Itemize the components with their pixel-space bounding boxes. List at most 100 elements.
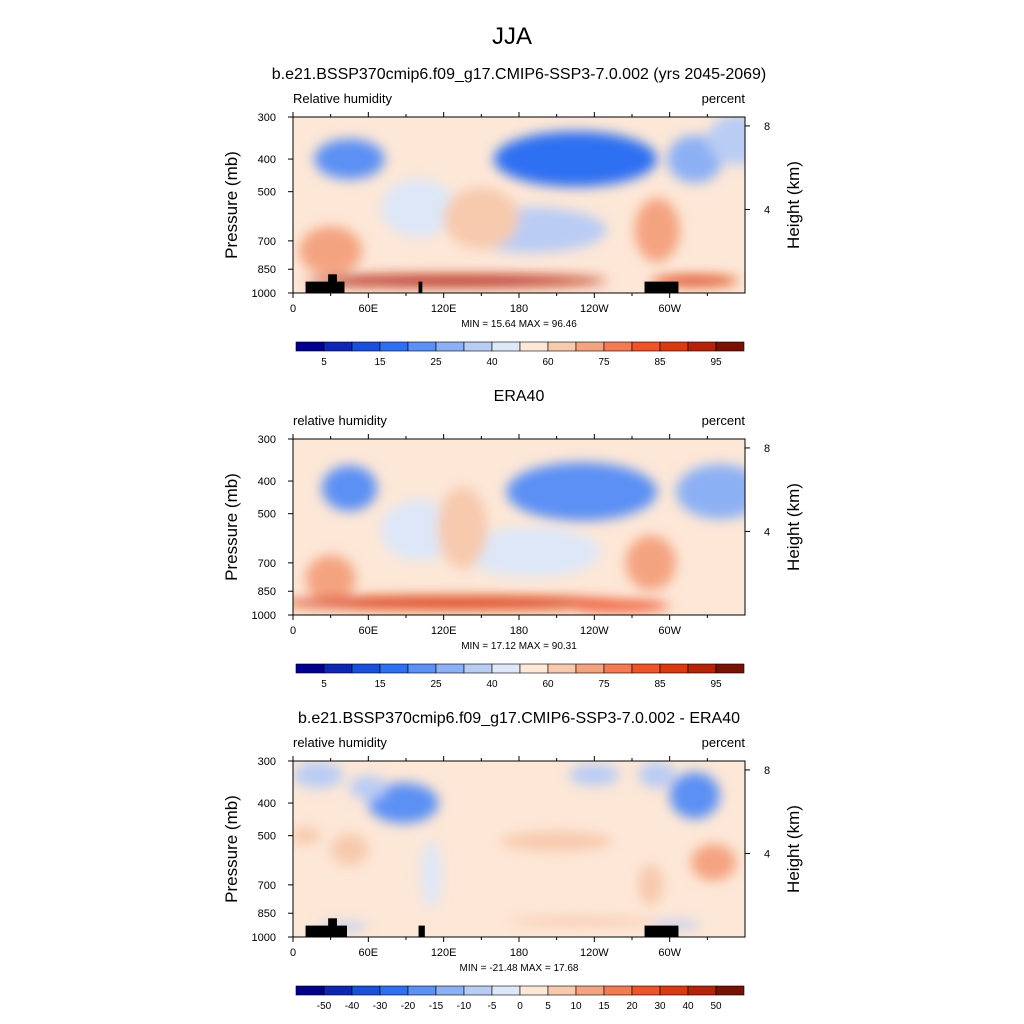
colorbar-swatch [379, 341, 409, 352]
colorbar-swatch [323, 663, 353, 674]
colorbar-swatch [547, 341, 577, 352]
contour-cell [675, 464, 745, 520]
colorbar-swatch [379, 663, 409, 674]
colorbar-swatch [575, 985, 605, 996]
colorbar-label: -20 [401, 1001, 416, 1012]
colorbar-label: -50 [317, 1001, 332, 1012]
topography-mask [644, 925, 679, 937]
contour-cell [437, 486, 488, 569]
colorbar-swatch [715, 663, 745, 674]
topography-mask [305, 925, 347, 937]
colorbar-swatch [603, 985, 633, 996]
topography-mask [644, 281, 679, 293]
colorbar-swatch [435, 341, 465, 352]
contour-cell [305, 555, 356, 603]
colorbar-swatch [603, 663, 633, 674]
y-tick-label: 850 [258, 586, 276, 598]
stats-label: MIN = 17.12 MAX = 90.31 [461, 641, 577, 652]
y-tick-label: 700 [258, 558, 276, 570]
colorbar-swatch [715, 341, 745, 352]
colorbar-swatch [687, 985, 717, 996]
colorbar-swatch [463, 341, 493, 352]
right-tick-label: 8 [764, 443, 770, 455]
colorbar-label: 30 [654, 1001, 666, 1012]
figure-title: JJA [492, 23, 532, 50]
colorbar-swatch [407, 341, 437, 352]
colorbar-label: 10 [570, 1001, 582, 1012]
panel-difference: 0 60E 120E 180 120W 60W300400500700850100084r… [222, 735, 803, 1012]
colorbar-swatch [351, 985, 381, 996]
colorbar-label: 15 [598, 1001, 610, 1012]
colorbar-swatch [575, 663, 605, 674]
contour-cell [380, 499, 457, 561]
y-axis-label-right: Height (km) [784, 483, 803, 571]
contour-cell [569, 600, 670, 612]
x-tick-label: 180 [510, 303, 528, 315]
y-tick-label: 500 [258, 831, 276, 843]
x-tick-label: 60W [658, 625, 681, 637]
right-tick-label: 8 [764, 765, 770, 777]
colorbar-label: -30 [373, 1001, 388, 1012]
y-axis-label-right: Height (km) [784, 161, 803, 249]
contour-cell [330, 833, 369, 866]
x-tick-label: 120E [431, 303, 457, 315]
colorbar-label: 5 [545, 1001, 551, 1012]
units-label: percent [702, 91, 746, 106]
x-tick-label: 120W [580, 947, 609, 959]
contour-cell [380, 179, 457, 238]
x-tick-label: 180 [510, 625, 528, 637]
right-tick-label: 4 [764, 848, 770, 860]
colorbar-label: -10 [457, 1001, 472, 1012]
y-tick-label: 500 [258, 509, 276, 521]
colorbar-swatch [463, 985, 493, 996]
topography-mask [418, 925, 425, 937]
colorbar-swatch [491, 341, 521, 352]
x-tick-label: 60W [658, 303, 681, 315]
y-axis-label: Pressure (mb) [222, 795, 241, 903]
colorbar-swatch [631, 663, 661, 674]
field-contours [299, 117, 745, 287]
right-tick-label: 4 [764, 526, 770, 538]
colorbar-label: 5 [321, 357, 327, 368]
contour-cell [500, 831, 614, 852]
contour-cell [667, 135, 723, 184]
colorbar-label: 85 [654, 679, 666, 690]
colorbar-swatch [435, 663, 465, 674]
topography-mask [305, 281, 345, 293]
units-label: percent [702, 413, 746, 428]
colorbar-label: -15 [429, 1001, 444, 1012]
contour-cell [569, 763, 620, 787]
colorbar-label: 15 [374, 357, 386, 368]
field [293, 761, 745, 937]
colorbar-swatch [631, 341, 661, 352]
y-tick-label: 700 [258, 236, 276, 248]
y-axis-label: Pressure (mb) [222, 473, 241, 581]
x-tick-label: 60E [359, 947, 379, 959]
colorbar-swatch [295, 663, 325, 674]
x-tick-label: 60E [359, 625, 379, 637]
contour-cell [314, 138, 385, 180]
colorbar-label: 95 [710, 679, 722, 690]
figure-subtitle: b.e21.BSSP370cmip6.f09_g17.CMIP6-SSP3-7.… [272, 66, 767, 83]
contour-cell [638, 863, 664, 906]
colorbar-label: 40 [486, 357, 498, 368]
y-tick-label: 700 [258, 880, 276, 892]
field-contours [293, 462, 745, 612]
colorbar-swatch [547, 985, 577, 996]
contour-cell [421, 839, 442, 909]
stats-label: MIN = 15.64 MAX = 96.46 [461, 319, 577, 330]
contour-cell [293, 596, 632, 610]
colorbar-swatch [715, 985, 745, 996]
colorbar-label: 25 [430, 679, 442, 690]
colorbar-label: -40 [345, 1001, 360, 1012]
colorbar-label: 50 [710, 1001, 722, 1012]
contour-cell [462, 527, 601, 578]
field-contours [293, 761, 737, 931]
x-tick-label: 60W [658, 947, 681, 959]
topography-mask [418, 281, 423, 293]
colorbar-label: 20 [626, 1001, 638, 1012]
y-tick-label: 300 [258, 756, 276, 768]
stats-label: MIN = -21.48 MAX = 17.68 [460, 963, 579, 974]
colorbar-label: 0 [517, 1001, 523, 1012]
